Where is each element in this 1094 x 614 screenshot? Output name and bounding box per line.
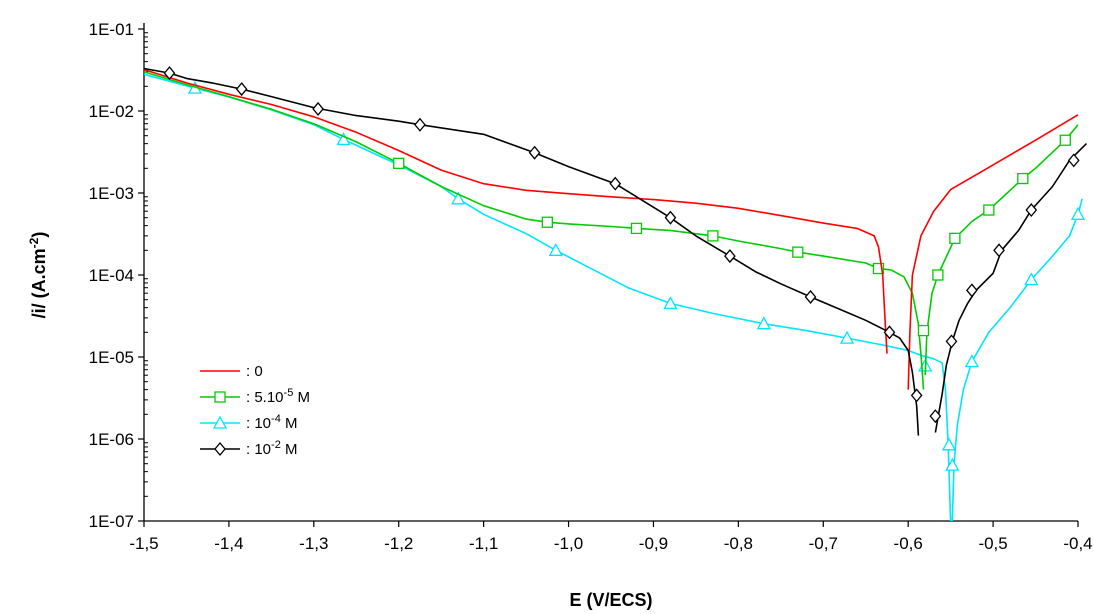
data-marker bbox=[910, 388, 923, 403]
series-layer bbox=[143, 66, 1088, 522]
x-tick-label: -0,7 bbox=[809, 534, 838, 553]
axes: -1,5 -1,4 -1,3 -1,2 -1,1 -1,0 -0,9 -0,8 -0,7 -0,6… bbox=[89, 20, 1093, 553]
y-tick-label: 1E-01 bbox=[89, 20, 134, 39]
series-line-branch bbox=[924, 124, 1079, 376]
x-tick-label: -0,8 bbox=[724, 534, 753, 553]
data-marker bbox=[630, 222, 643, 235]
x-tick-label: -0,4 bbox=[1063, 534, 1092, 553]
y-tick-label: 1E-02 bbox=[89, 102, 134, 121]
data-marker bbox=[1067, 153, 1080, 168]
data-marker bbox=[163, 66, 176, 81]
y-axis-title-end: ) bbox=[29, 232, 49, 238]
y-axis-title-main: /i/ (A.cm bbox=[29, 248, 49, 318]
series-line bbox=[143, 71, 925, 390]
data-marker bbox=[839, 330, 855, 344]
data-marker bbox=[945, 457, 960, 471]
legend-label: : 10-2 M bbox=[246, 439, 297, 458]
x-tick-label: -1,4 bbox=[214, 534, 243, 553]
x-tick-label: -0,6 bbox=[894, 534, 923, 553]
data-marker bbox=[541, 216, 553, 228]
data-marker bbox=[917, 324, 930, 337]
data-marker bbox=[1070, 206, 1086, 220]
data-marker bbox=[451, 191, 466, 205]
series-1 bbox=[143, 68, 1079, 390]
x-tick-label: -0,9 bbox=[639, 534, 668, 553]
data-marker bbox=[941, 437, 957, 451]
data-marker bbox=[1059, 134, 1071, 146]
data-marker bbox=[966, 283, 978, 298]
x-tick-label: -1,1 bbox=[469, 534, 498, 553]
data-marker bbox=[235, 82, 248, 97]
data-marker bbox=[664, 210, 677, 225]
series-2 bbox=[143, 71, 1079, 390]
data-marker bbox=[1025, 203, 1038, 218]
data-marker bbox=[929, 409, 942, 424]
legend-label: : 0 bbox=[246, 363, 263, 380]
legend-label: : 10-4 M bbox=[246, 413, 297, 432]
x-tick-label: -1,0 bbox=[554, 534, 583, 553]
data-marker bbox=[414, 117, 426, 132]
x-tick-label: -1,2 bbox=[384, 534, 413, 553]
y-tick-label: 1E-04 bbox=[89, 266, 134, 285]
data-marker bbox=[1017, 172, 1029, 185]
x-tick-label: -0,5 bbox=[978, 534, 1007, 553]
series-line-branch bbox=[907, 114, 1079, 390]
data-marker bbox=[548, 242, 563, 256]
data-marker bbox=[804, 289, 817, 304]
data-marker bbox=[932, 269, 944, 281]
legend-label: : 5.10-5 M bbox=[246, 387, 310, 406]
data-marker bbox=[528, 145, 541, 160]
data-marker bbox=[949, 232, 961, 244]
data-marker bbox=[756, 316, 771, 330]
x-axis-title: E (V/ECS) bbox=[569, 590, 652, 610]
data-marker bbox=[983, 204, 995, 216]
data-marker bbox=[312, 101, 324, 116]
data-marker bbox=[707, 230, 719, 242]
data-marker bbox=[609, 176, 622, 191]
x-tick-label: -1,3 bbox=[299, 534, 328, 553]
data-marker bbox=[792, 246, 804, 258]
data-marker bbox=[336, 132, 351, 146]
y-axis-title: /i/ (A.cm-2) bbox=[27, 232, 49, 319]
data-marker bbox=[945, 334, 958, 349]
data-marker bbox=[872, 262, 885, 275]
y-tick-label: 1E-07 bbox=[89, 512, 134, 531]
data-marker bbox=[883, 325, 896, 340]
y-axis-title-sup: -2 bbox=[27, 237, 41, 248]
data-marker bbox=[724, 249, 736, 264]
legend-marker bbox=[212, 415, 228, 429]
data-marker bbox=[1024, 272, 1039, 286]
legend: : 0 : 5.10-5 M : 10-4 M : 10-2 M bbox=[200, 363, 310, 458]
y-tick-label: 1E-03 bbox=[89, 184, 134, 203]
data-marker bbox=[993, 243, 1005, 258]
legend-marker bbox=[214, 391, 226, 403]
series-3 bbox=[143, 73, 1086, 522]
y-tick-label: 1E-06 bbox=[89, 430, 134, 449]
series-line-branch bbox=[951, 198, 1083, 522]
legend-marker bbox=[214, 441, 226, 457]
series-line bbox=[143, 73, 952, 522]
y-tick-label: 1E-05 bbox=[89, 348, 134, 367]
data-marker bbox=[393, 157, 405, 169]
series-4 bbox=[143, 66, 1088, 436]
series-line-branch bbox=[934, 143, 1088, 433]
x-tick-label: -1,5 bbox=[129, 534, 158, 553]
data-marker bbox=[964, 354, 979, 368]
data-marker bbox=[663, 296, 678, 310]
series-line bbox=[143, 68, 888, 354]
